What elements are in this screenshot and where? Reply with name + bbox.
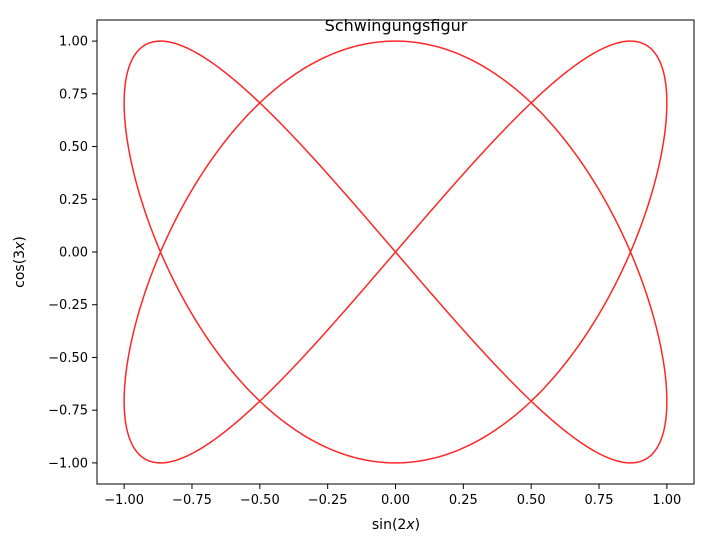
x-tick-label: −0.50 — [240, 493, 280, 508]
chart-title: Schwingungsfigur — [325, 16, 468, 35]
y-axis-label-suffix: ) — [12, 236, 28, 241]
y-axis-label-variable: x — [12, 241, 28, 251]
plot-area — [123, 40, 668, 464]
x-axis-label-prefix: sin(2 — [372, 517, 406, 533]
x-tick-label: 0.25 — [449, 493, 478, 508]
y-tick-label: 0.50 — [59, 140, 88, 155]
x-tick-label: 0.00 — [381, 493, 410, 508]
x-axis-ticks: −1.00 −0.75 −0.50 −0.25 0.00 0.25 0.50 0.75 1.00 — [104, 484, 681, 508]
y-axis-label-prefix: cos(3 — [12, 250, 28, 288]
y-axis-label: cos(3x) — [12, 236, 28, 288]
y-tick-label: 0.75 — [59, 87, 88, 102]
x-tick-label: −1.00 — [104, 493, 144, 508]
y-tick-label: −1.00 — [48, 456, 88, 471]
y-tick-label: −0.75 — [48, 404, 88, 419]
x-tick-label: −0.75 — [172, 493, 212, 508]
x-axis-label: sin(2x) — [372, 517, 420, 533]
y-tick-label: 0.00 — [59, 246, 88, 261]
y-axis-ticks: 1.00 0.75 0.50 0.25 0.00 −0.25 −0.50 −0.75 −1.00 — [48, 35, 97, 471]
x-tick-label: 1.00 — [652, 493, 681, 508]
y-tick-label: 0.25 — [59, 193, 88, 208]
x-axis-label-variable: x — [405, 517, 415, 533]
x-tick-label: 0.75 — [585, 493, 614, 508]
y-tick-label: 1.00 — [59, 35, 88, 50]
x-tick-label: 0.50 — [517, 493, 546, 508]
y-tick-label: −0.25 — [48, 298, 88, 313]
series-curve — [123, 40, 668, 464]
x-axis-label-suffix: ) — [415, 517, 420, 533]
y-tick-label: −0.50 — [48, 351, 88, 366]
x-tick-label: −0.25 — [308, 493, 348, 508]
